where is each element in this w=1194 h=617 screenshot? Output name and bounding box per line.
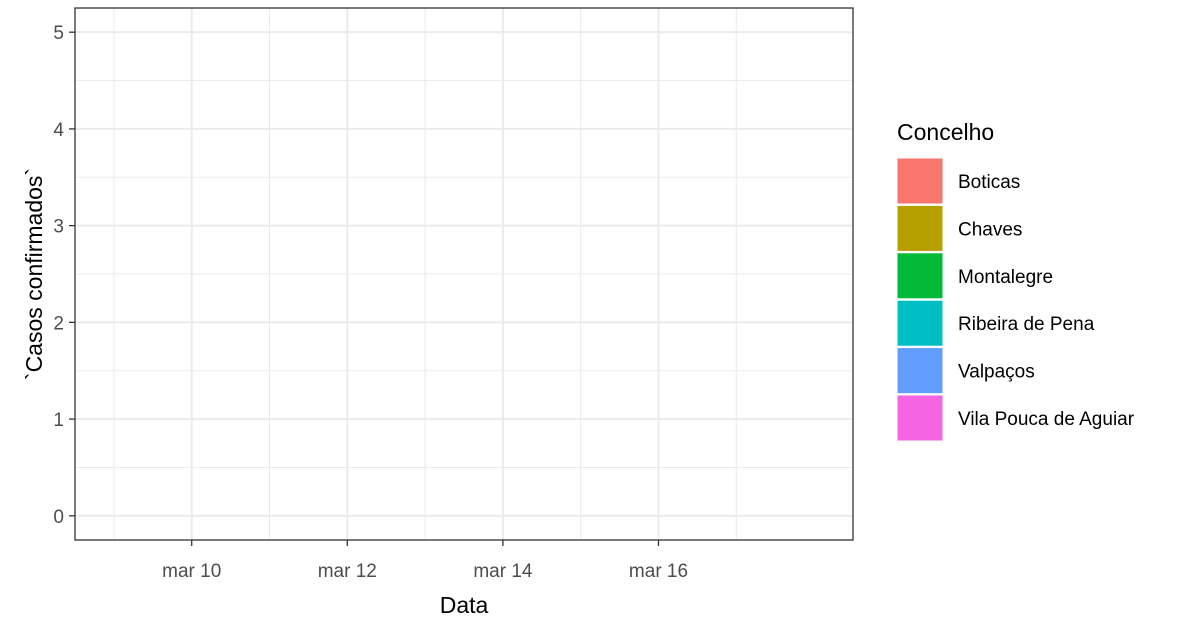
y-tick-label: 3 — [53, 217, 64, 238]
x-tick-label: mar 14 — [473, 561, 533, 582]
plot-panel-border — [74, 7, 854, 541]
y-tick-label: 0 — [53, 507, 64, 528]
y-axis-title: `Casos confirmados` — [21, 168, 47, 380]
x-tick-label: mar 10 — [162, 561, 221, 582]
legend-key-chaves — [896, 204, 944, 252]
y-tick-label: 4 — [53, 120, 64, 141]
axes-layer: 0 1 2 3 4 5 mar 10 mar 12 mar 14 mar 16 — [53, 23, 688, 582]
legend-key-montalegre — [896, 252, 944, 300]
legend: Concelho Boticas Chaves Montalegre Ribeira … — [896, 119, 1135, 442]
legend-title: Concelho — [897, 119, 994, 145]
legend-key-boticas — [896, 157, 944, 205]
legend-key-valpa-os — [896, 347, 944, 395]
grid-layer — [75, 8, 853, 540]
legend-key-ribeira-de-pena — [896, 299, 944, 347]
x-tick-label: mar 12 — [318, 561, 377, 582]
legend-label: Ribeira de Pena — [958, 314, 1095, 335]
y-tick-label: 2 — [53, 313, 64, 334]
legend-key-vila-pouca-de-aguiar — [896, 394, 944, 442]
legend-label: Boticas — [958, 172, 1020, 193]
y-tick-label: 1 — [53, 410, 64, 431]
legend-label: Montalegre — [958, 267, 1053, 288]
x-tick-label: mar 16 — [629, 561, 688, 582]
legend-label: Chaves — [958, 219, 1022, 240]
y-tick-label: 5 — [53, 23, 64, 44]
x-axis-title: Data — [440, 592, 489, 617]
legend-label: Vila Pouca de Aguiar — [958, 409, 1135, 430]
legend-label: Valpaços — [958, 362, 1035, 383]
